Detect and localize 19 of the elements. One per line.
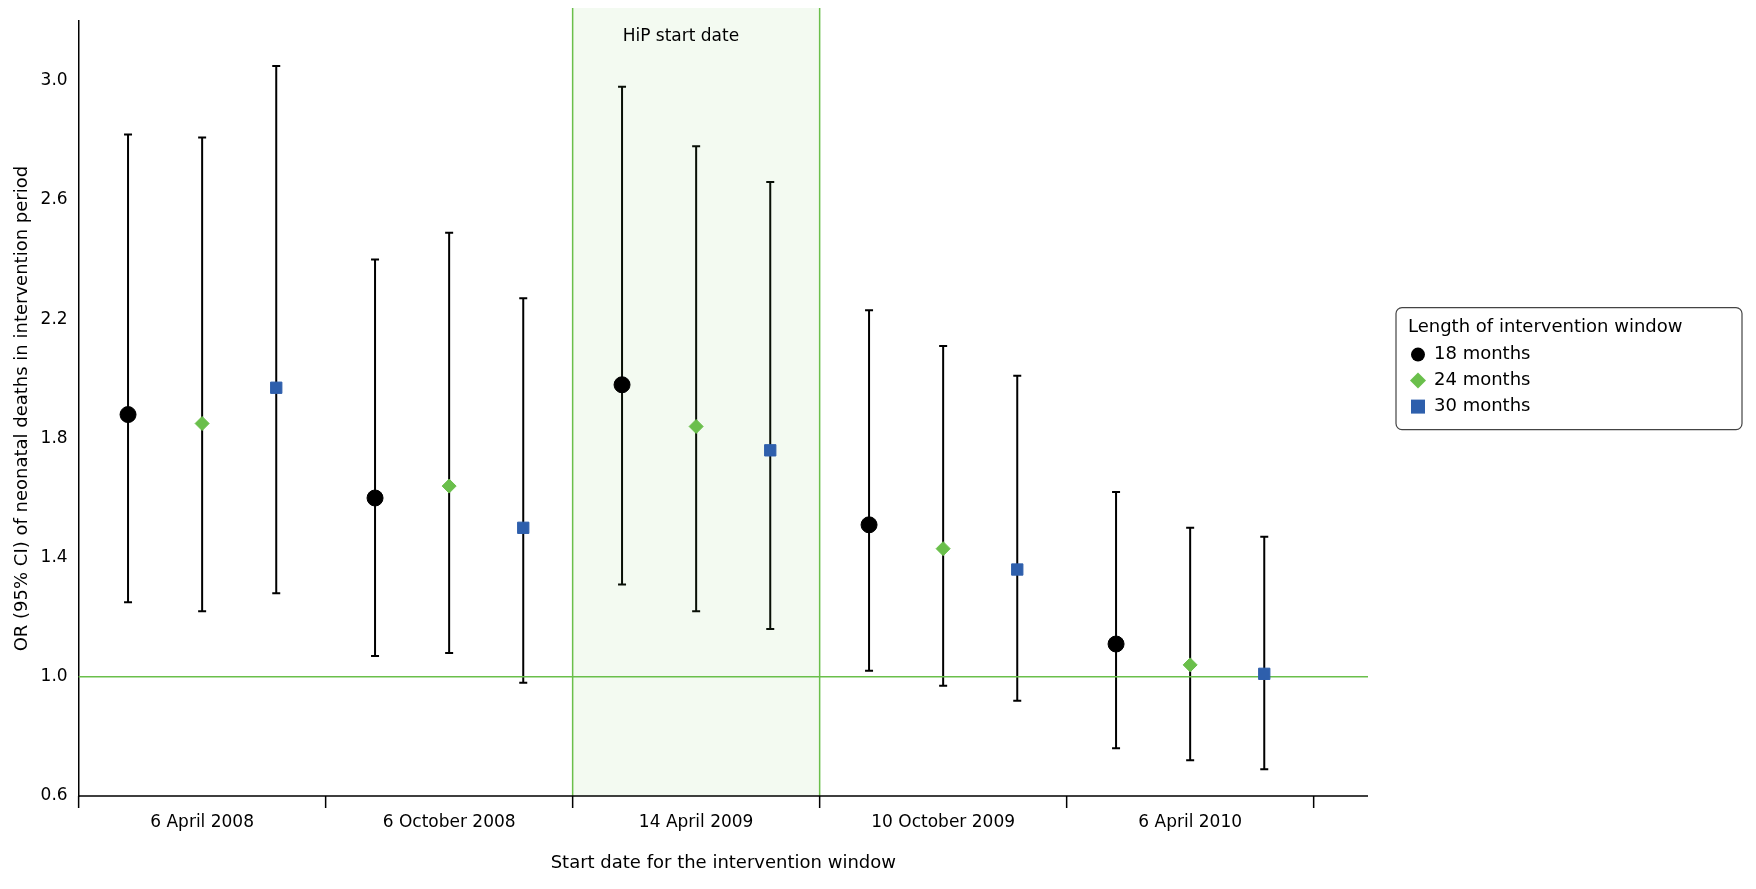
x-tick-label: 6 October 2008 xyxy=(382,810,516,831)
legend-label: 24 months xyxy=(1434,368,1531,390)
legend-label: 18 months xyxy=(1434,342,1531,364)
x-tick-label: 6 April 2008 xyxy=(150,810,255,831)
x-axis-title: Start date for the intervention window xyxy=(550,850,896,872)
y-tick-label: 1.4 xyxy=(40,546,68,567)
y-tick-label: 2.6 xyxy=(40,188,68,209)
legend-title: Length of intervention window xyxy=(1408,315,1683,337)
y-axis-title: OR (95% CI) of neonatal deaths in intervention period xyxy=(10,165,32,652)
x-tick-label: 10 October 2009 xyxy=(871,810,1016,831)
legend-label: 30 months xyxy=(1434,394,1531,416)
band-label: HiP start date xyxy=(622,25,740,46)
y-tick-label: 3.0 xyxy=(40,69,68,90)
y-tick-label: 1.0 xyxy=(40,665,68,686)
x-tick-label: 14 April 2009 xyxy=(638,810,754,831)
y-tick-label: 2.2 xyxy=(40,307,68,328)
y-tick-label: 0.6 xyxy=(40,784,68,805)
x-tick-label: 6 April 2010 xyxy=(1138,810,1243,831)
y-tick-label: 1.8 xyxy=(40,426,68,447)
